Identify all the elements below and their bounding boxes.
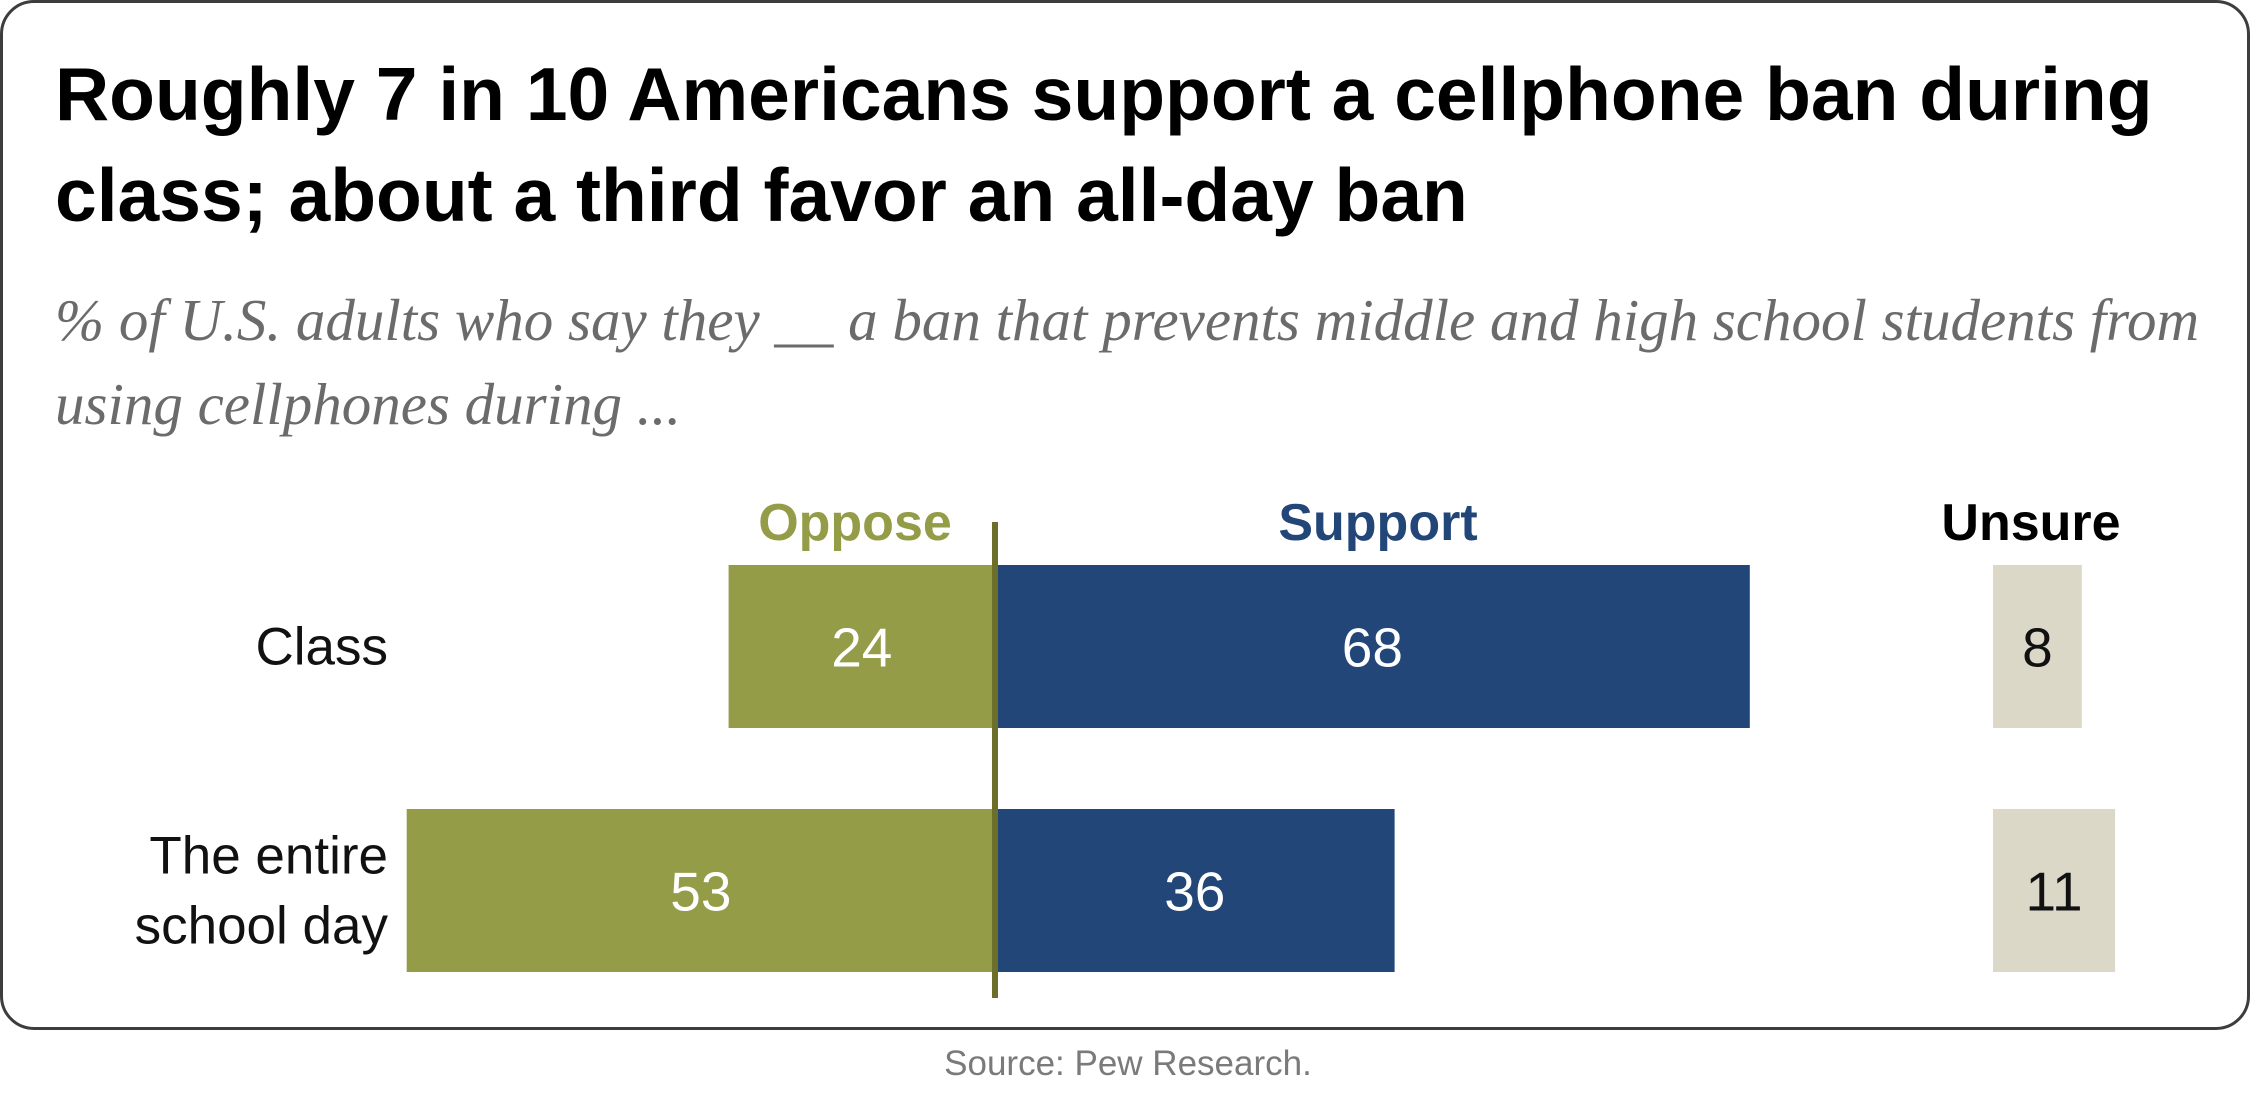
bar-unsure-class	[1993, 565, 2082, 728]
bar-unsure-school-day	[1993, 809, 2116, 972]
chart-subtitle: % of U.S. adults who say they __ a ban t…	[55, 287, 2200, 437]
header-support: Support	[1278, 494, 1477, 552]
header-oppose: Oppose	[758, 494, 952, 552]
label-oppose-class: 24	[831, 617, 892, 679]
header-unsure: Unsure	[1941, 494, 2120, 552]
label-support-class: 68	[1342, 617, 1403, 679]
bar-oppose-class	[728, 565, 995, 728]
label-support-school-day: 36	[1164, 861, 1225, 923]
category-label-class: Class	[255, 618, 388, 677]
label-unsure-class: 8	[2022, 617, 2053, 679]
label-oppose-school-day: 53	[670, 861, 731, 923]
chart-title: Roughly 7 in 10 Americans support a cell…	[55, 52, 2153, 237]
category-label-school-day: The entire school day	[135, 827, 389, 956]
bar-oppose-school-day	[406, 809, 995, 972]
diverging-bar-chart: Oppose Support Unsure Class 24 68 8 The entire s…	[135, 494, 2121, 998]
source-note: Source: Pew Research.	[944, 1044, 1312, 1083]
bar-support-class	[995, 565, 1750, 728]
bar-support-school-day	[995, 809, 1395, 972]
label-unsure-school-day: 11	[2025, 861, 2082, 923]
